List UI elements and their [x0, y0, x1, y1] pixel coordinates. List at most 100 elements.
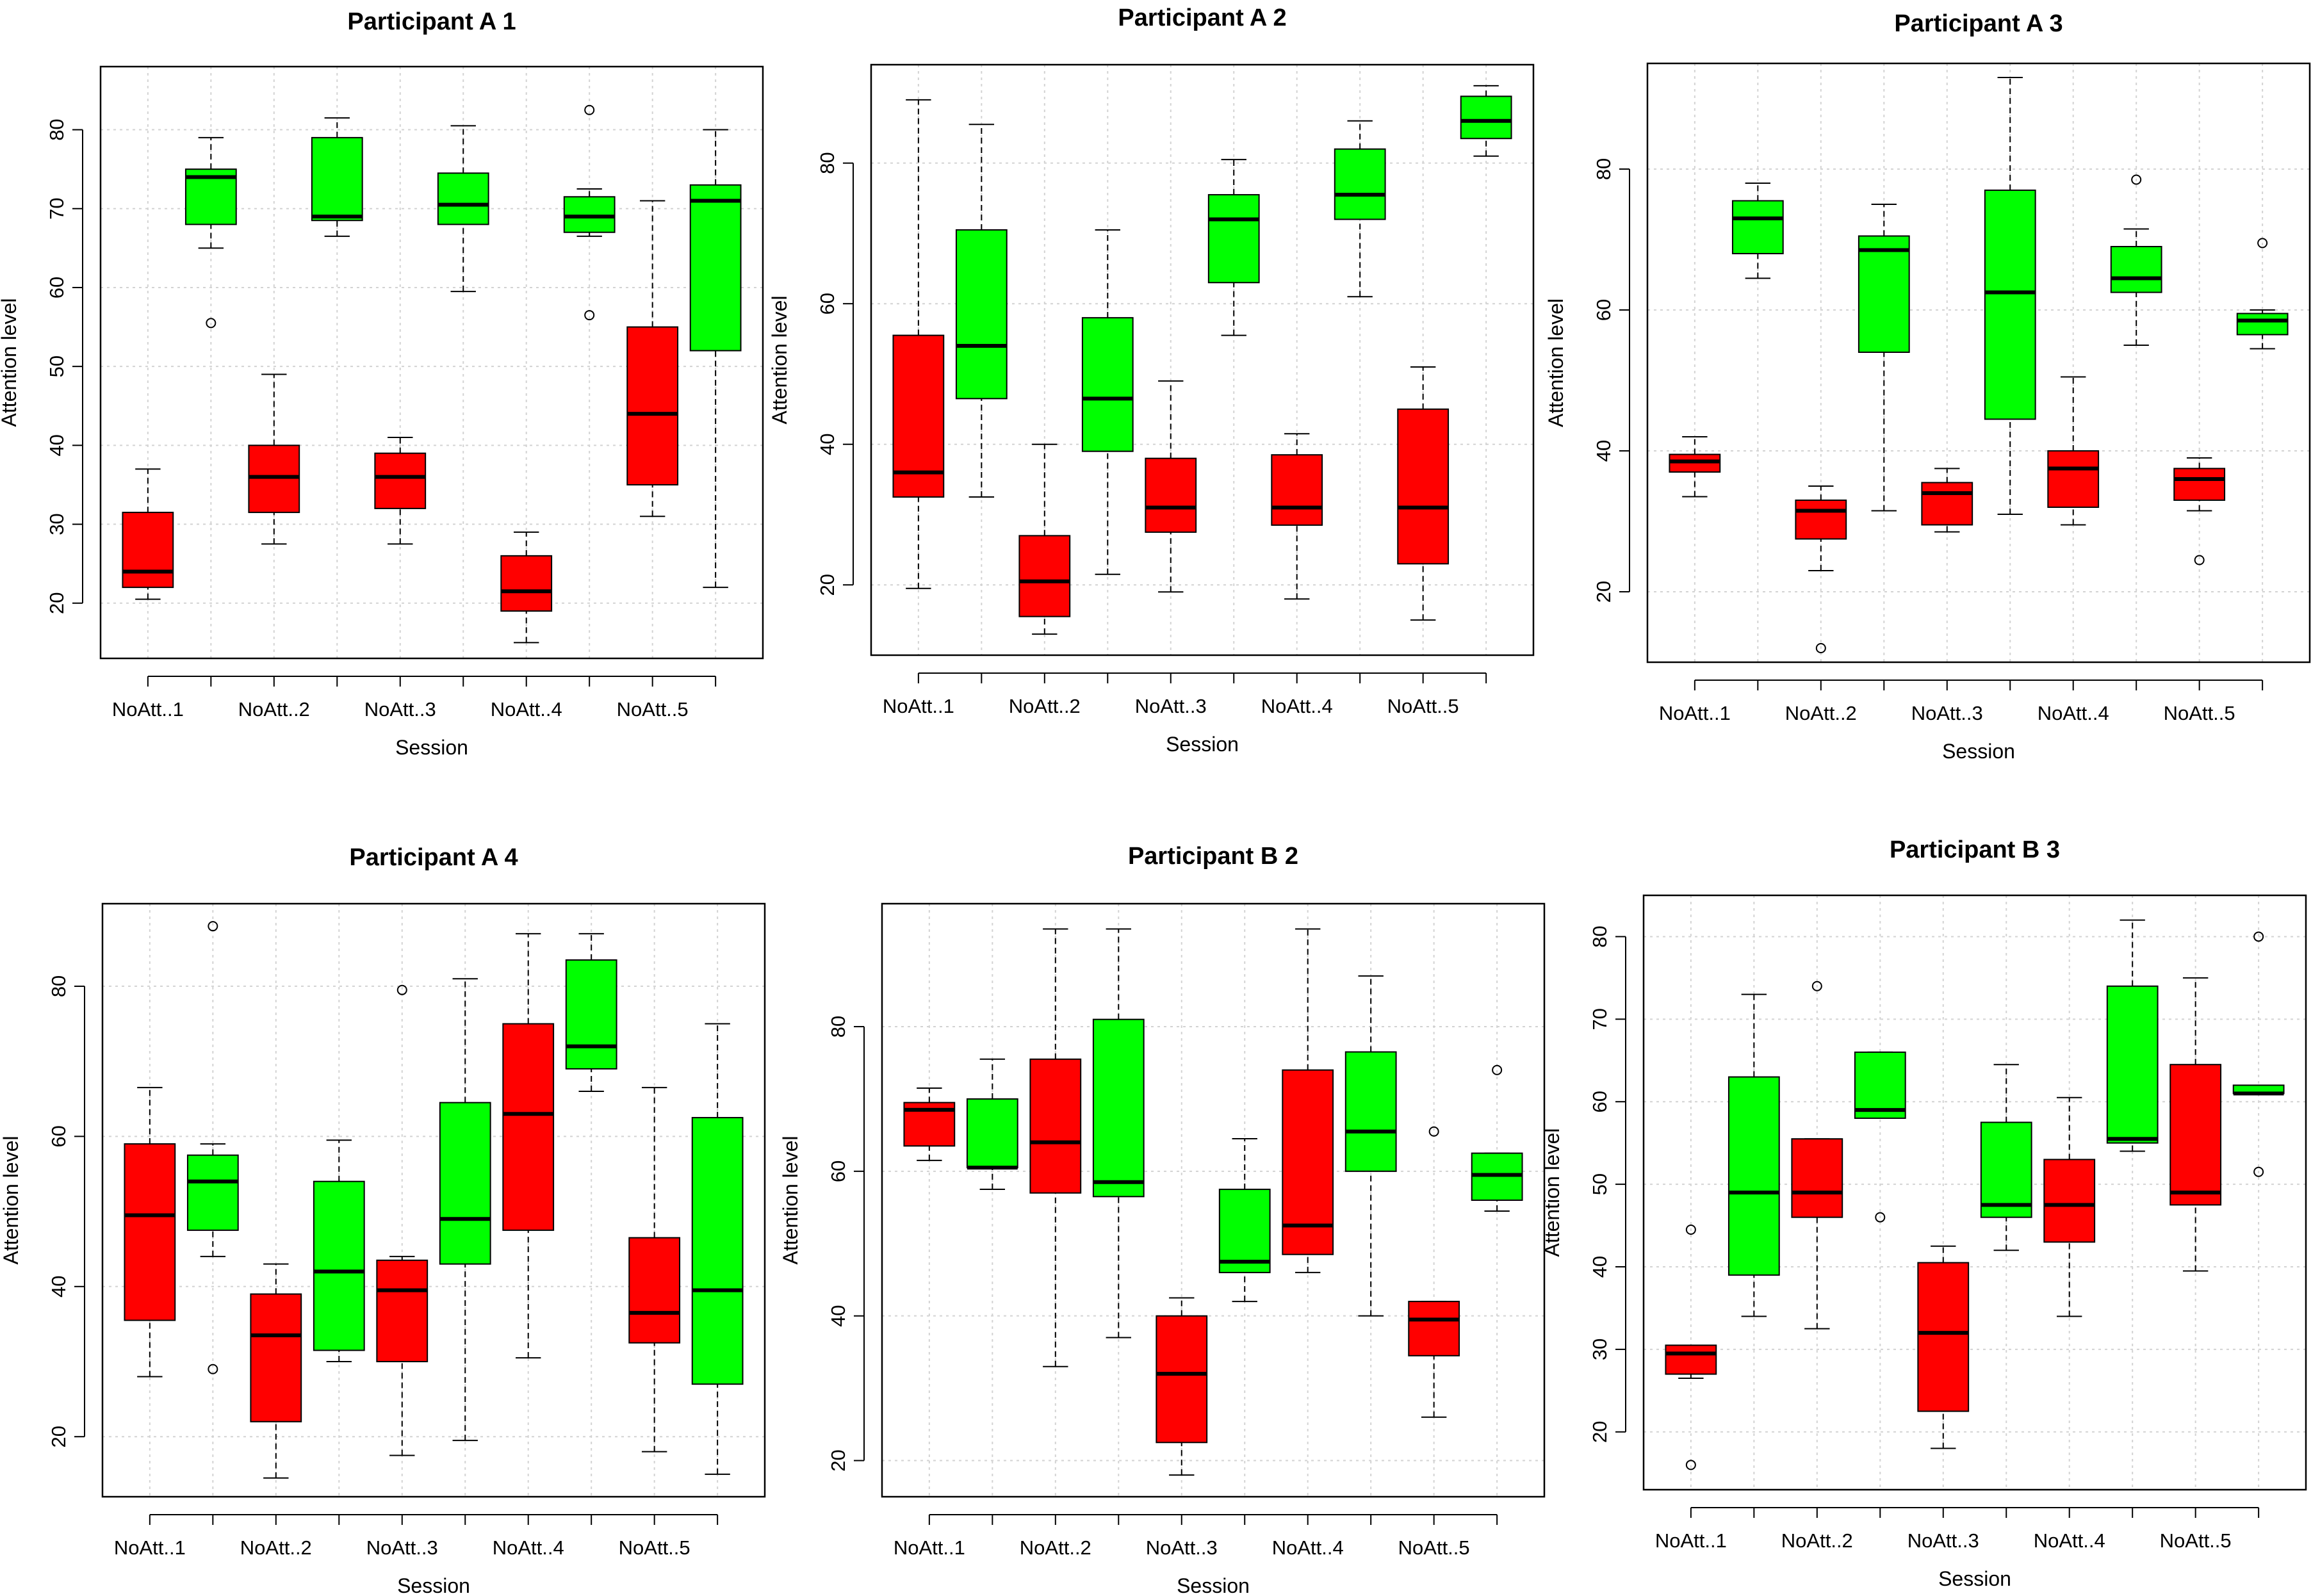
y-tick-label: 50 — [45, 355, 68, 377]
panel-title: Participant B 3 — [1890, 836, 2060, 863]
x-axis: NoAtt..1 NoAtt..2 NoAtt..3 NoAtt..4 NoAtt..5… — [114, 1514, 719, 1596]
x-tick-label: NoAtt..1 — [1655, 1529, 1727, 1552]
x-tick-label: NoAtt..4 — [493, 1536, 564, 1559]
y-tick-label: 30 — [45, 513, 68, 535]
no-attention-box — [1018, 535, 1071, 617]
plot-frame — [881, 902, 1546, 1498]
box-10 — [2232, 931, 2285, 1177]
attention-box — [1344, 1051, 1397, 1172]
attention-box — [1207, 194, 1260, 284]
x-axis-label: Session — [1938, 1567, 2011, 1590]
box-6 — [1218, 1138, 1271, 1303]
y-tick-label: 80 — [47, 975, 70, 997]
x-tick-label: NoAtt..2 — [1781, 1529, 1853, 1552]
box-9 — [1397, 366, 1450, 621]
outlier-point — [1685, 1225, 1696, 1235]
box-1 — [903, 1087, 956, 1161]
box-1 — [122, 468, 174, 600]
attention-box — [2110, 246, 2162, 293]
x-tick-label: NoAtt..2 — [1009, 695, 1081, 717]
y-tick-label: 40 — [1592, 440, 1615, 462]
box-10 — [689, 129, 742, 589]
box-10 — [691, 1023, 744, 1475]
box-7 — [1282, 928, 1334, 1273]
attention-box — [1731, 200, 1784, 254]
plot-frame — [99, 65, 764, 660]
y-tick-label: 60 — [1589, 1091, 1611, 1112]
x-axis: NoAtt..1 NoAtt..2 NoAtt..3 NoAtt..4 NoAtt..5… — [112, 676, 717, 759]
box-5 — [1921, 468, 1973, 533]
outlier-point — [1685, 1460, 1696, 1470]
outlier-point — [584, 310, 595, 321]
box-3 — [1018, 443, 1071, 635]
x-tick-label: NoAtt..2 — [238, 698, 310, 721]
box-7 — [1271, 433, 1323, 600]
no-attention-box — [376, 1259, 429, 1363]
attention-box — [563, 196, 616, 233]
x-tick-label: NoAtt..1 — [114, 1536, 186, 1559]
outlier-point — [208, 1364, 218, 1374]
outlier-point — [1492, 1064, 1503, 1075]
x-tick-label: NoAtt..1 — [1659, 702, 1731, 724]
y-axis: 20 30 40 50 60 70 80 Attention level — [1540, 925, 1626, 1443]
y-tick-label: 60 — [47, 1125, 70, 1147]
y-tick-label: 20 — [45, 592, 68, 614]
no-attention-box — [374, 452, 427, 509]
box-8 — [1344, 975, 1397, 1317]
no-attention-box — [1665, 1344, 1717, 1375]
no-attention-box — [1791, 1138, 1843, 1218]
x-tick-label: NoAtt..5 — [2160, 1529, 2232, 1552]
no-attention-box — [1795, 500, 1847, 540]
box-10 — [1460, 85, 1512, 157]
attention-box — [1092, 1018, 1145, 1198]
no-attention-box — [124, 1143, 176, 1321]
box-8 — [565, 932, 617, 1093]
y-tick-label: 20 — [827, 1449, 849, 1471]
box-6 — [1980, 1064, 2032, 1251]
box-7 — [2043, 1096, 2096, 1317]
no-attention-box — [1408, 1301, 1460, 1356]
box-4 — [313, 1139, 365, 1363]
x-tick-label: NoAtt..4 — [491, 698, 562, 721]
no-attention-box — [248, 444, 300, 514]
attention-box — [1081, 317, 1134, 452]
panel-title: Participant A 2 — [1118, 4, 1286, 31]
y-axis-label: Attention level — [768, 295, 791, 424]
box-7 — [500, 531, 553, 644]
box-5 — [376, 984, 429, 1456]
box-3 — [1795, 485, 1847, 653]
x-tick-label: NoAtt..4 — [2034, 1529, 2105, 1552]
attention-box — [2106, 985, 2159, 1144]
y-tick-label: 20 — [47, 1426, 70, 1447]
y-axis-label: Attention level — [779, 1136, 802, 1264]
no-attention-box — [628, 1237, 681, 1344]
attention-box — [1728, 1076, 1780, 1276]
x-tick-label: NoAtt..4 — [2038, 702, 2109, 724]
panel-title: Participant A 3 — [1894, 10, 2063, 37]
y-tick-label: 60 — [827, 1160, 849, 1182]
outlier-point — [1815, 643, 1826, 653]
box-4 — [1854, 1051, 1906, 1223]
x-axis-label: Session — [397, 1574, 470, 1596]
attention-box — [1334, 148, 1386, 220]
attention-box — [437, 172, 489, 225]
attention-box — [2236, 313, 2289, 336]
x-tick-label: NoAtt..3 — [1907, 1529, 1979, 1552]
box-2 — [186, 921, 239, 1374]
panel-title: Participant B 2 — [1128, 843, 1298, 870]
box-1 — [1665, 1225, 1717, 1470]
y-tick-label: 80 — [1589, 925, 1611, 947]
box-4 — [1081, 229, 1134, 575]
y-axis: 20 40 60 80 Attention level — [1544, 158, 1630, 603]
outlier-point — [2131, 174, 2142, 185]
x-axis-label: Session — [1942, 740, 2015, 763]
x-tick-label: NoAtt..1 — [883, 695, 954, 717]
outlier-point — [1428, 1126, 1439, 1137]
box-1 — [1669, 436, 1721, 498]
x-tick-label: NoAtt..3 — [1911, 702, 1983, 724]
attention-box — [1858, 235, 1910, 353]
y-tick-label: 50 — [1589, 1173, 1611, 1195]
